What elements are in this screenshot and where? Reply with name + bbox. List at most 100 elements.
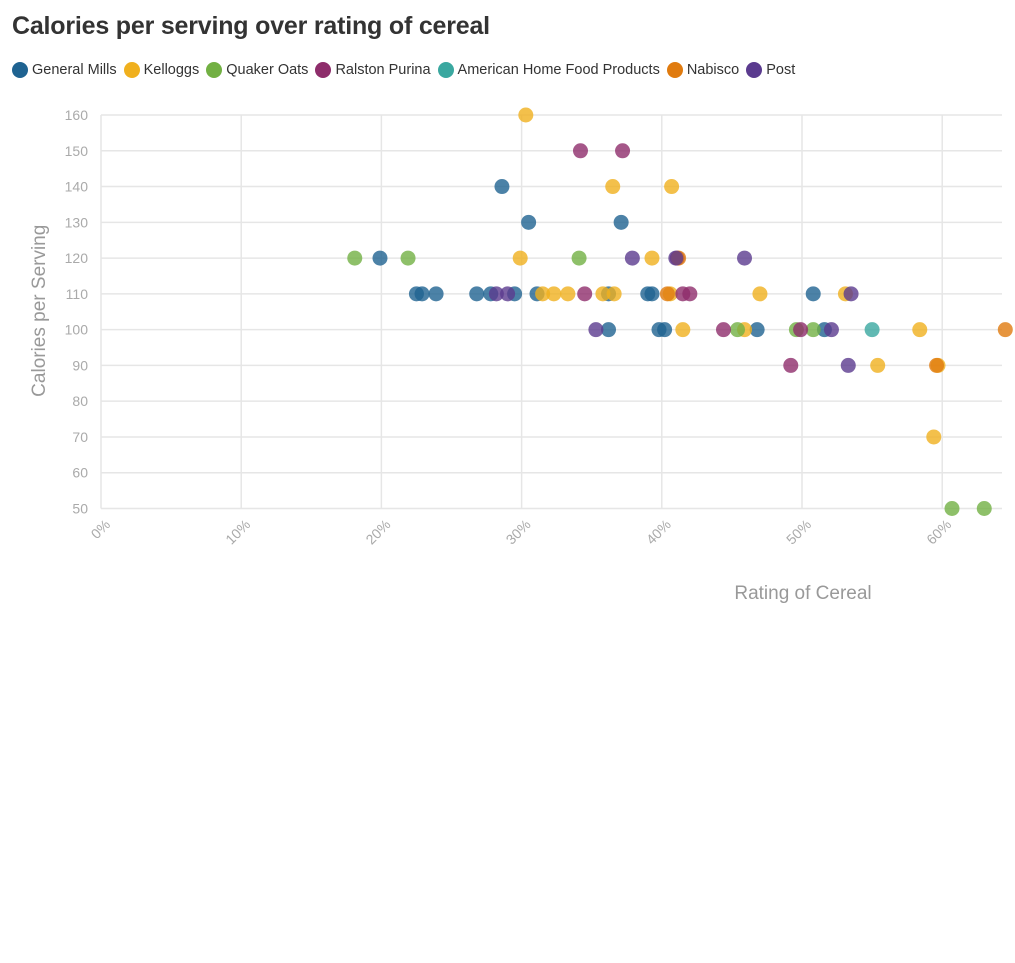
data-point[interactable] [588,322,604,338]
data-point[interactable] [944,501,960,516]
x-tick-label: 0% [87,516,113,542]
data-point[interactable] [512,250,528,266]
grid-layer [100,114,1002,510]
x-tick-label: 20% [362,516,393,547]
legend-label: Nabisco [686,62,740,78]
y-tick-label: 90 [72,357,88,373]
legend-item[interactable]: Post [746,62,795,78]
data-point[interactable] [675,322,691,338]
legend-swatch [666,62,683,78]
data-point[interactable] [601,322,617,338]
data-point[interactable] [926,429,942,445]
data-point[interactable] [657,322,673,338]
data-point[interactable] [749,322,765,338]
y-tick-label: 120 [65,250,89,266]
legend-item[interactable]: Nabisco [666,62,740,78]
data-point[interactable] [644,286,660,302]
data-point[interactable] [546,286,562,302]
y-tick-label: 80 [72,393,88,409]
legend-swatch [12,62,28,78]
legend-swatch [746,62,763,78]
x-tick-label: 40% [643,516,674,547]
data-point[interactable] [606,286,622,302]
data-point[interactable] [805,286,821,302]
y-tick-label: 60 [72,465,88,481]
y-tick-label: 140 [65,179,89,195]
x-axis-title: Rating of Cereal [734,583,871,604]
data-point[interactable] [595,286,611,302]
legend-swatch [315,62,332,78]
x-tick-label: 60% [923,516,954,547]
data-point[interactable] [571,250,587,266]
data-point[interactable] [659,286,675,302]
data-point[interactable] [521,214,537,230]
data-point[interactable] [843,286,859,302]
x-tick-label: 30% [503,516,534,547]
data-point[interactable] [494,179,510,195]
data-point[interactable] [414,286,430,302]
data-point[interactable] [864,322,880,338]
data-point[interactable] [783,357,799,373]
y-tick-label: 160 [65,107,89,123]
data-point[interactable] [997,322,1013,338]
data-point[interactable] [400,250,416,266]
point-layer [347,107,1013,516]
chart-legend: General Mills Kelloggs Quaker Oats Ralston … [12,60,795,80]
data-point[interactable] [805,322,821,338]
legend-label: Post [766,62,796,78]
y-tick-label: 100 [65,322,89,338]
y-tick-label: 70 [72,429,88,445]
data-point[interactable] [347,250,363,266]
y-tick-label: 50 [72,501,88,517]
data-point[interactable] [535,286,551,302]
legend-label: Quaker Oats [226,62,309,78]
data-point[interactable] [518,107,534,123]
x-tick-label: 50% [783,516,814,547]
legend-swatch [206,62,223,78]
data-point[interactable] [500,286,516,302]
data-point[interactable] [428,286,444,302]
legend-swatch [437,62,454,78]
data-point[interactable] [577,286,593,302]
data-point[interactable] [605,179,621,195]
legend-swatch [123,62,140,78]
data-point[interactable] [823,322,839,338]
data-point[interactable] [469,286,485,302]
legend-label: General Mills [32,62,117,78]
legend-label: Ralston Purina [335,62,431,78]
data-point[interactable] [644,250,660,266]
data-point[interactable] [560,286,576,302]
legend-item[interactable]: General Mills [12,62,117,78]
legend-item[interactable]: American Home Food Products [437,62,660,78]
legend-label: American Home Food Products [457,62,660,78]
y-axis-title: Calories per Serving [29,225,50,397]
data-point[interactable] [976,501,992,516]
legend-item[interactable]: Quaker Oats [206,62,308,78]
data-point[interactable] [912,322,928,338]
chart-title: Calories per serving over rating of cere… [12,12,490,40]
data-point[interactable] [730,322,746,338]
data-point[interactable] [929,357,945,373]
legend-label: Kelloggs [143,62,200,78]
data-point[interactable] [737,250,753,266]
data-point[interactable] [752,286,768,302]
data-point[interactable] [668,250,684,266]
data-point[interactable] [572,143,588,159]
data-point[interactable] [624,250,640,266]
y-tick-label: 110 [66,286,89,302]
data-point[interactable] [613,214,629,230]
legend-item[interactable]: Kelloggs [123,62,200,78]
y-tick-label: 150 [65,143,89,159]
data-point[interactable] [664,179,680,195]
data-point[interactable] [793,322,809,338]
data-point[interactable] [840,357,856,373]
data-point[interactable] [615,143,631,159]
data-point[interactable] [682,286,698,302]
data-point[interactable] [488,286,504,302]
data-point[interactable] [372,250,388,266]
data-point[interactable] [715,322,731,338]
y-tick-label: 130 [65,214,89,230]
data-point[interactable] [870,357,886,373]
legend-item[interactable]: Ralston Purina [315,62,431,78]
